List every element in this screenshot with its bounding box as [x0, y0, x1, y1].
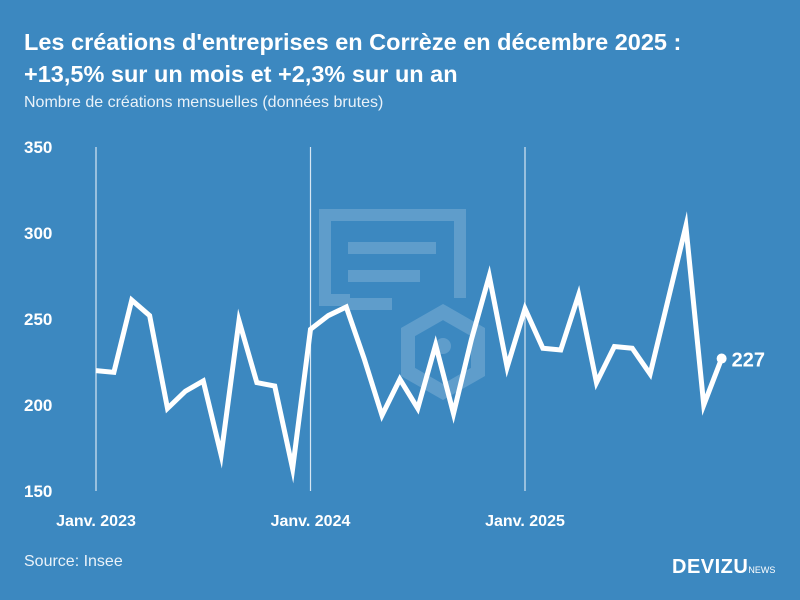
last-value-label: 227 — [732, 350, 765, 372]
devizu-logo: DEVIZUNEWS — [672, 556, 775, 579]
source-note: Source: Insee — [24, 553, 123, 570]
y-tick-label: 250 — [24, 310, 52, 329]
title-line-2: +13,5% sur un mois et +2,3% sur un an — [24, 61, 458, 87]
series-line — [95, 211, 724, 484]
chart-subtitle: Nombre de créations mensuelles (données … — [24, 94, 384, 111]
x-tick-label: Janv. 2024 — [271, 513, 351, 530]
watermark-icon — [319, 209, 485, 401]
title-line-1: Les créations d'entreprises en Corrèze e… — [24, 29, 682, 55]
x-tick-label: Janv. 2025 — [485, 513, 565, 530]
logo-suffix: NEWS — [748, 565, 776, 575]
last-point-marker — [716, 353, 727, 364]
y-tick-label: 200 — [24, 396, 52, 415]
y-tick-label: 300 — [24, 224, 52, 243]
x-tick-label: Janv. 2023 — [56, 513, 136, 530]
logo-main: DEVIZU — [672, 556, 749, 578]
y-tick-label: 150 — [24, 482, 52, 501]
chart-title: Les créations d'entreprises en Corrèze e… — [24, 26, 681, 90]
y-tick-label: 350 — [24, 138, 52, 157]
